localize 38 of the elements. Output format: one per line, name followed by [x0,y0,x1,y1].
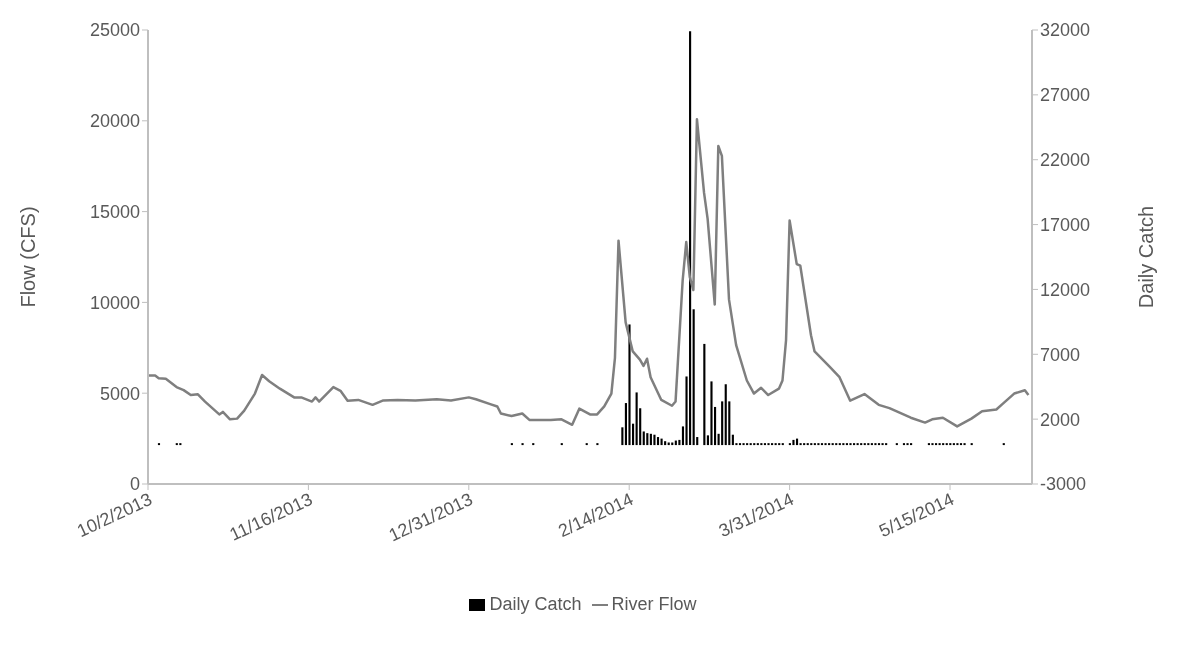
bar [692,309,695,446]
y-tick-label: 20000 [89,111,140,132]
y2-tick-label: 12000 [1040,279,1091,300]
bar [628,324,631,446]
y2-tick-label: 27000 [1040,85,1091,106]
y-tick-label: 5000 [99,383,140,404]
bar [635,392,638,446]
bar [689,31,692,446]
y-tick-label: 10000 [89,292,140,313]
y-tick-label: 15000 [89,201,140,222]
legend-label: River Flow [611,594,697,614]
bar [667,442,670,446]
line-series [148,117,1030,428]
y2-tick-label: 32000 [1040,20,1091,41]
y-tick-label: 0 [129,474,140,495]
bar [642,431,645,446]
y2-tick-label: 7000 [1040,344,1081,365]
y2-axis-title: Daily Catch [1135,205,1158,309]
bar [731,434,734,446]
y2-tick-label: 2000 [1040,409,1081,430]
bar [656,437,660,446]
y-tick-label: 25000 [89,20,140,41]
y2-tick-label: -3000 [1040,474,1087,495]
y2-tick-label: 22000 [1040,150,1091,171]
bar [678,439,681,446]
bar [724,384,727,446]
bar [721,401,724,446]
bar [653,434,656,446]
legend-label: Daily Catch [489,594,582,614]
y-axis-title: Flow (CFS) [17,206,40,308]
bar [664,441,667,446]
y2-tick-label: 17000 [1040,214,1091,235]
bar [710,381,713,446]
bar [792,439,795,446]
bar [646,433,649,446]
bar [649,433,652,446]
bar [703,343,706,446]
bar [621,427,624,446]
